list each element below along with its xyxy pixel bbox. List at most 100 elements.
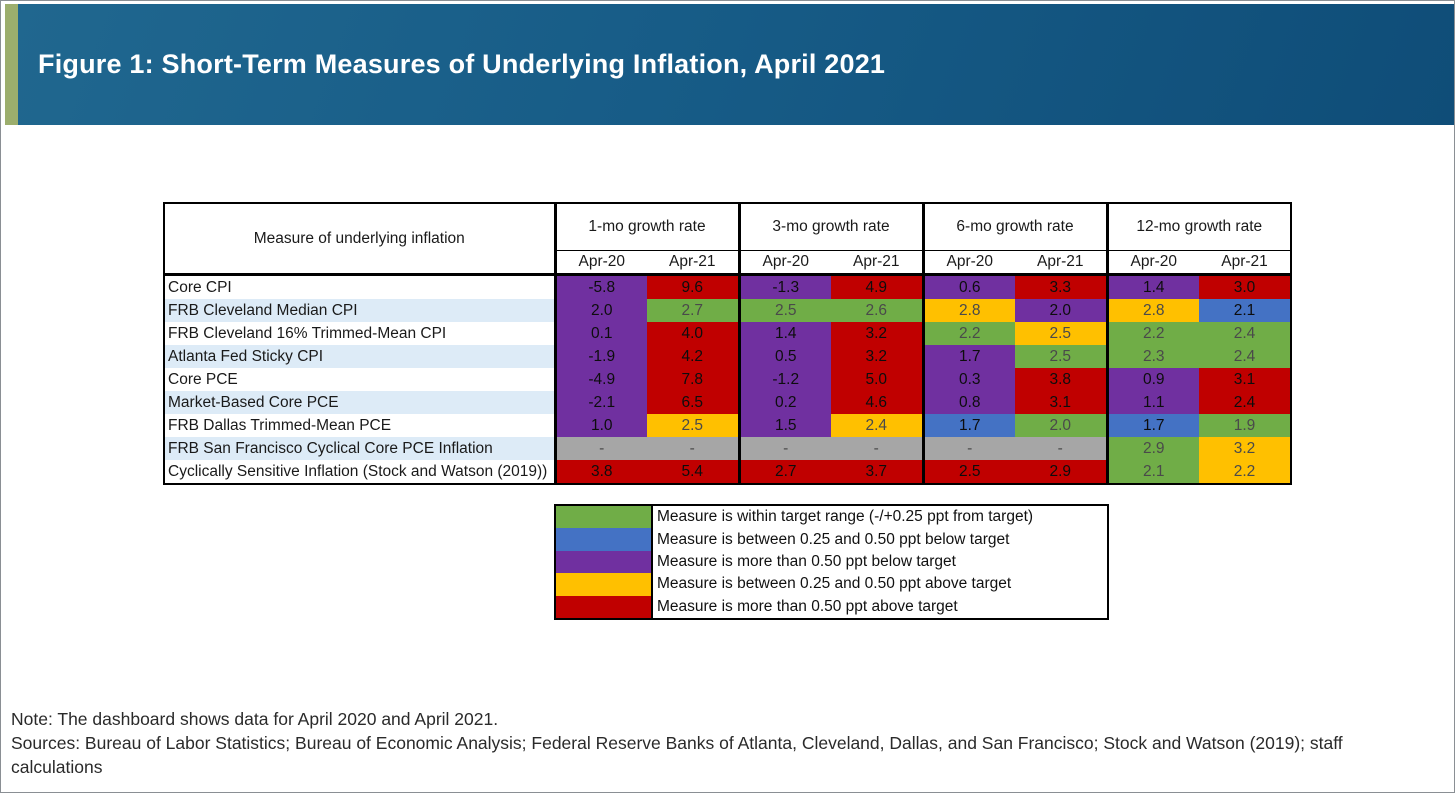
period-header-cell: Apr-21 <box>1199 250 1291 276</box>
table-row: FRB Cleveland Median CPI 2.0 2.7 2.5 2.6 2.8 2… <box>164 299 1291 322</box>
measure-label-cell: Cyclically Sensitive Inflation (Stock an… <box>164 460 557 484</box>
value-cell-purple: 1.5 <box>737 414 831 437</box>
value-cell-red: 5.4 <box>647 460 739 484</box>
period-header-cell: Apr-21 <box>831 250 923 276</box>
measure-label-cell: FRB San Francisco Cyclical Core PCE Infl… <box>164 437 557 460</box>
table-body: Core CPI -5.8 9.6 -1.3 4.9 0.6 3.3 1.4 3.0 FRB Cl… <box>164 274 1291 484</box>
table-row: Core CPI -5.8 9.6 -1.3 4.9 0.6 3.3 1.4 3.0 <box>164 274 1291 299</box>
value-cell-purple: 0.6 <box>921 274 1015 299</box>
value-cell-green: 2.9 <box>1105 437 1199 460</box>
period-header-cell: Apr-20 <box>553 250 647 276</box>
legend-item-label: Measure is between 0.25 and 0.50 ppt bel… <box>657 530 1010 548</box>
period-header-cell: Apr-20 <box>737 250 831 276</box>
value-cell-red: 5.0 <box>831 368 923 391</box>
value-cell-yellow: 2.5 <box>647 414 739 437</box>
value-cell-purple: 0.1 <box>553 322 647 345</box>
banner-accent-stripe <box>5 4 18 125</box>
value-cell-green: 2.0 <box>1015 414 1107 437</box>
value-cell-yellow: 2.5 <box>1015 322 1107 345</box>
value-cell-purple: 0.5 <box>737 345 831 368</box>
value-cell-green: 2.1 <box>1105 460 1199 484</box>
value-cell-red: 2.5 <box>921 460 1015 484</box>
table-row: Cyclically Sensitive Inflation (Stock an… <box>164 460 1291 484</box>
value-cell-red: 3.1 <box>1015 391 1107 414</box>
header-row-periods: Apr-20 Apr-21 Apr-20 Apr-21 Apr-20 Apr-21 Apr-… <box>164 250 1291 276</box>
table-row: FRB Dallas Trimmed-Mean PCE 1.0 2.5 1.5 2.4 1… <box>164 414 1291 437</box>
sources-text: Sources: Bureau of Labor Statistics; Bur… <box>11 733 1343 777</box>
note-text: Note: The dashboard shows data for April… <box>11 709 499 729</box>
value-cell-purple: 1.7 <box>921 345 1015 368</box>
value-cell-green: 2.2 <box>921 322 1015 345</box>
legend-item-label: Measure is within target range (-/+0.25 … <box>657 508 1034 526</box>
value-cell-gray: - <box>737 437 831 460</box>
value-cell-purple: -5.8 <box>553 274 647 299</box>
value-cell-red: 7.8 <box>647 368 739 391</box>
value-cell-red: 3.8 <box>1015 368 1107 391</box>
measure-label-cell: FRB Cleveland Median CPI <box>164 299 557 322</box>
value-cell-red: 3.3 <box>1015 274 1107 299</box>
inflation-heatmap-table: Measure of underlying inflation 1-mo grow… <box>163 202 1292 485</box>
measure-label-cell: Atlanta Fed Sticky CPI <box>164 345 557 368</box>
value-cell-red: 3.2 <box>831 322 923 345</box>
value-cell-blue: 1.7 <box>1105 414 1199 437</box>
group-header-cell: 3-mo growth rate <box>737 203 923 251</box>
value-cell-gray: - <box>1015 437 1107 460</box>
legend-swatch-green <box>556 506 653 529</box>
group-header-cell: 1-mo growth rate <box>553 203 739 251</box>
value-cell-red: 3.2 <box>831 345 923 368</box>
value-cell-red: 3.8 <box>553 460 647 484</box>
legend-item: Measure is between 0.25 and 0.50 ppt abo… <box>556 573 1107 596</box>
value-cell-red: 4.2 <box>647 345 739 368</box>
value-cell-yellow: 2.8 <box>1105 299 1199 322</box>
value-cell-green: 2.4 <box>1199 345 1291 368</box>
value-cell-purple: 0.3 <box>921 368 1015 391</box>
value-cell-red: 4.6 <box>831 391 923 414</box>
value-cell-red: 3.0 <box>1199 274 1291 299</box>
value-cell-gray: - <box>553 437 647 460</box>
legend-item-label: Measure is more than 0.50 ppt below targ… <box>657 553 956 571</box>
table-row: Market-Based Core PCE -2.1 6.5 0.2 4.6 0.8 3.1… <box>164 391 1291 414</box>
table-row: FRB Cleveland 16% Trimmed-Mean CPI 0.1 4.0… <box>164 322 1291 345</box>
measure-label-cell: FRB Dallas Trimmed-Mean PCE <box>164 414 557 437</box>
table-row: FRB San Francisco Cyclical Core PCE Infl… <box>164 437 1291 460</box>
value-cell-purple: 2.0 <box>553 299 647 322</box>
value-cell-blue: 1.7 <box>921 414 1015 437</box>
table-row: Core PCE -4.9 7.8 -1.2 5.0 0.3 3.8 0.9 3.1 <box>164 368 1291 391</box>
value-cell-purple: 0.9 <box>1105 368 1199 391</box>
value-cell-gray: - <box>921 437 1015 460</box>
legend-item: Measure is more than 0.50 ppt below targ… <box>556 550 1107 574</box>
value-cell-green: 2.5 <box>737 299 831 322</box>
group-header-cell: 12-mo growth rate <box>1105 203 1291 251</box>
legend-swatch-yellow <box>556 573 653 596</box>
legend-item: Measure is more than 0.50 ppt above targ… <box>556 595 1107 619</box>
value-cell-purple: 1.0 <box>553 414 647 437</box>
header-row-groups: Measure of underlying inflation 1-mo grow… <box>164 203 1291 276</box>
measure-label-cell: Core CPI <box>164 274 557 299</box>
value-cell-purple: -4.9 <box>553 368 647 391</box>
group-header-cell: 6-mo growth rate <box>921 203 1107 251</box>
period-header-cell: Apr-20 <box>1105 250 1199 276</box>
measure-label-cell: Market-Based Core PCE <box>164 391 557 414</box>
table-corner-header: Measure of underlying inflation <box>164 203 557 276</box>
value-cell-green: 2.6 <box>831 299 923 322</box>
period-header-cell: Apr-20 <box>921 250 1015 276</box>
value-cell-blue: 2.1 <box>1199 299 1291 322</box>
value-cell-yellow: 3.2 <box>1199 437 1291 460</box>
value-cell-green: 2.7 <box>647 299 739 322</box>
title-banner: Figure 1: Short-Term Measures of Underly… <box>5 4 1454 125</box>
period-header-cell: Apr-21 <box>647 250 739 276</box>
value-cell-purple: -1.3 <box>737 274 831 299</box>
color-legend: Measure is within target range (-/+0.25 … <box>554 504 1109 620</box>
value-cell-yellow: 2.8 <box>921 299 1015 322</box>
measure-label-cell: FRB Cleveland 16% Trimmed-Mean CPI <box>164 322 557 345</box>
value-cell-red: 3.1 <box>1199 368 1291 391</box>
legend-swatch-blue <box>556 528 653 551</box>
value-cell-green: 2.5 <box>1015 345 1107 368</box>
value-cell-red: 4.0 <box>647 322 739 345</box>
value-cell-purple: 1.4 <box>737 322 831 345</box>
value-cell-purple: -2.1 <box>553 391 647 414</box>
value-cell-purple: 0.2 <box>737 391 831 414</box>
value-cell-red: 3.7 <box>831 460 923 484</box>
value-cell-red: 2.7 <box>737 460 831 484</box>
